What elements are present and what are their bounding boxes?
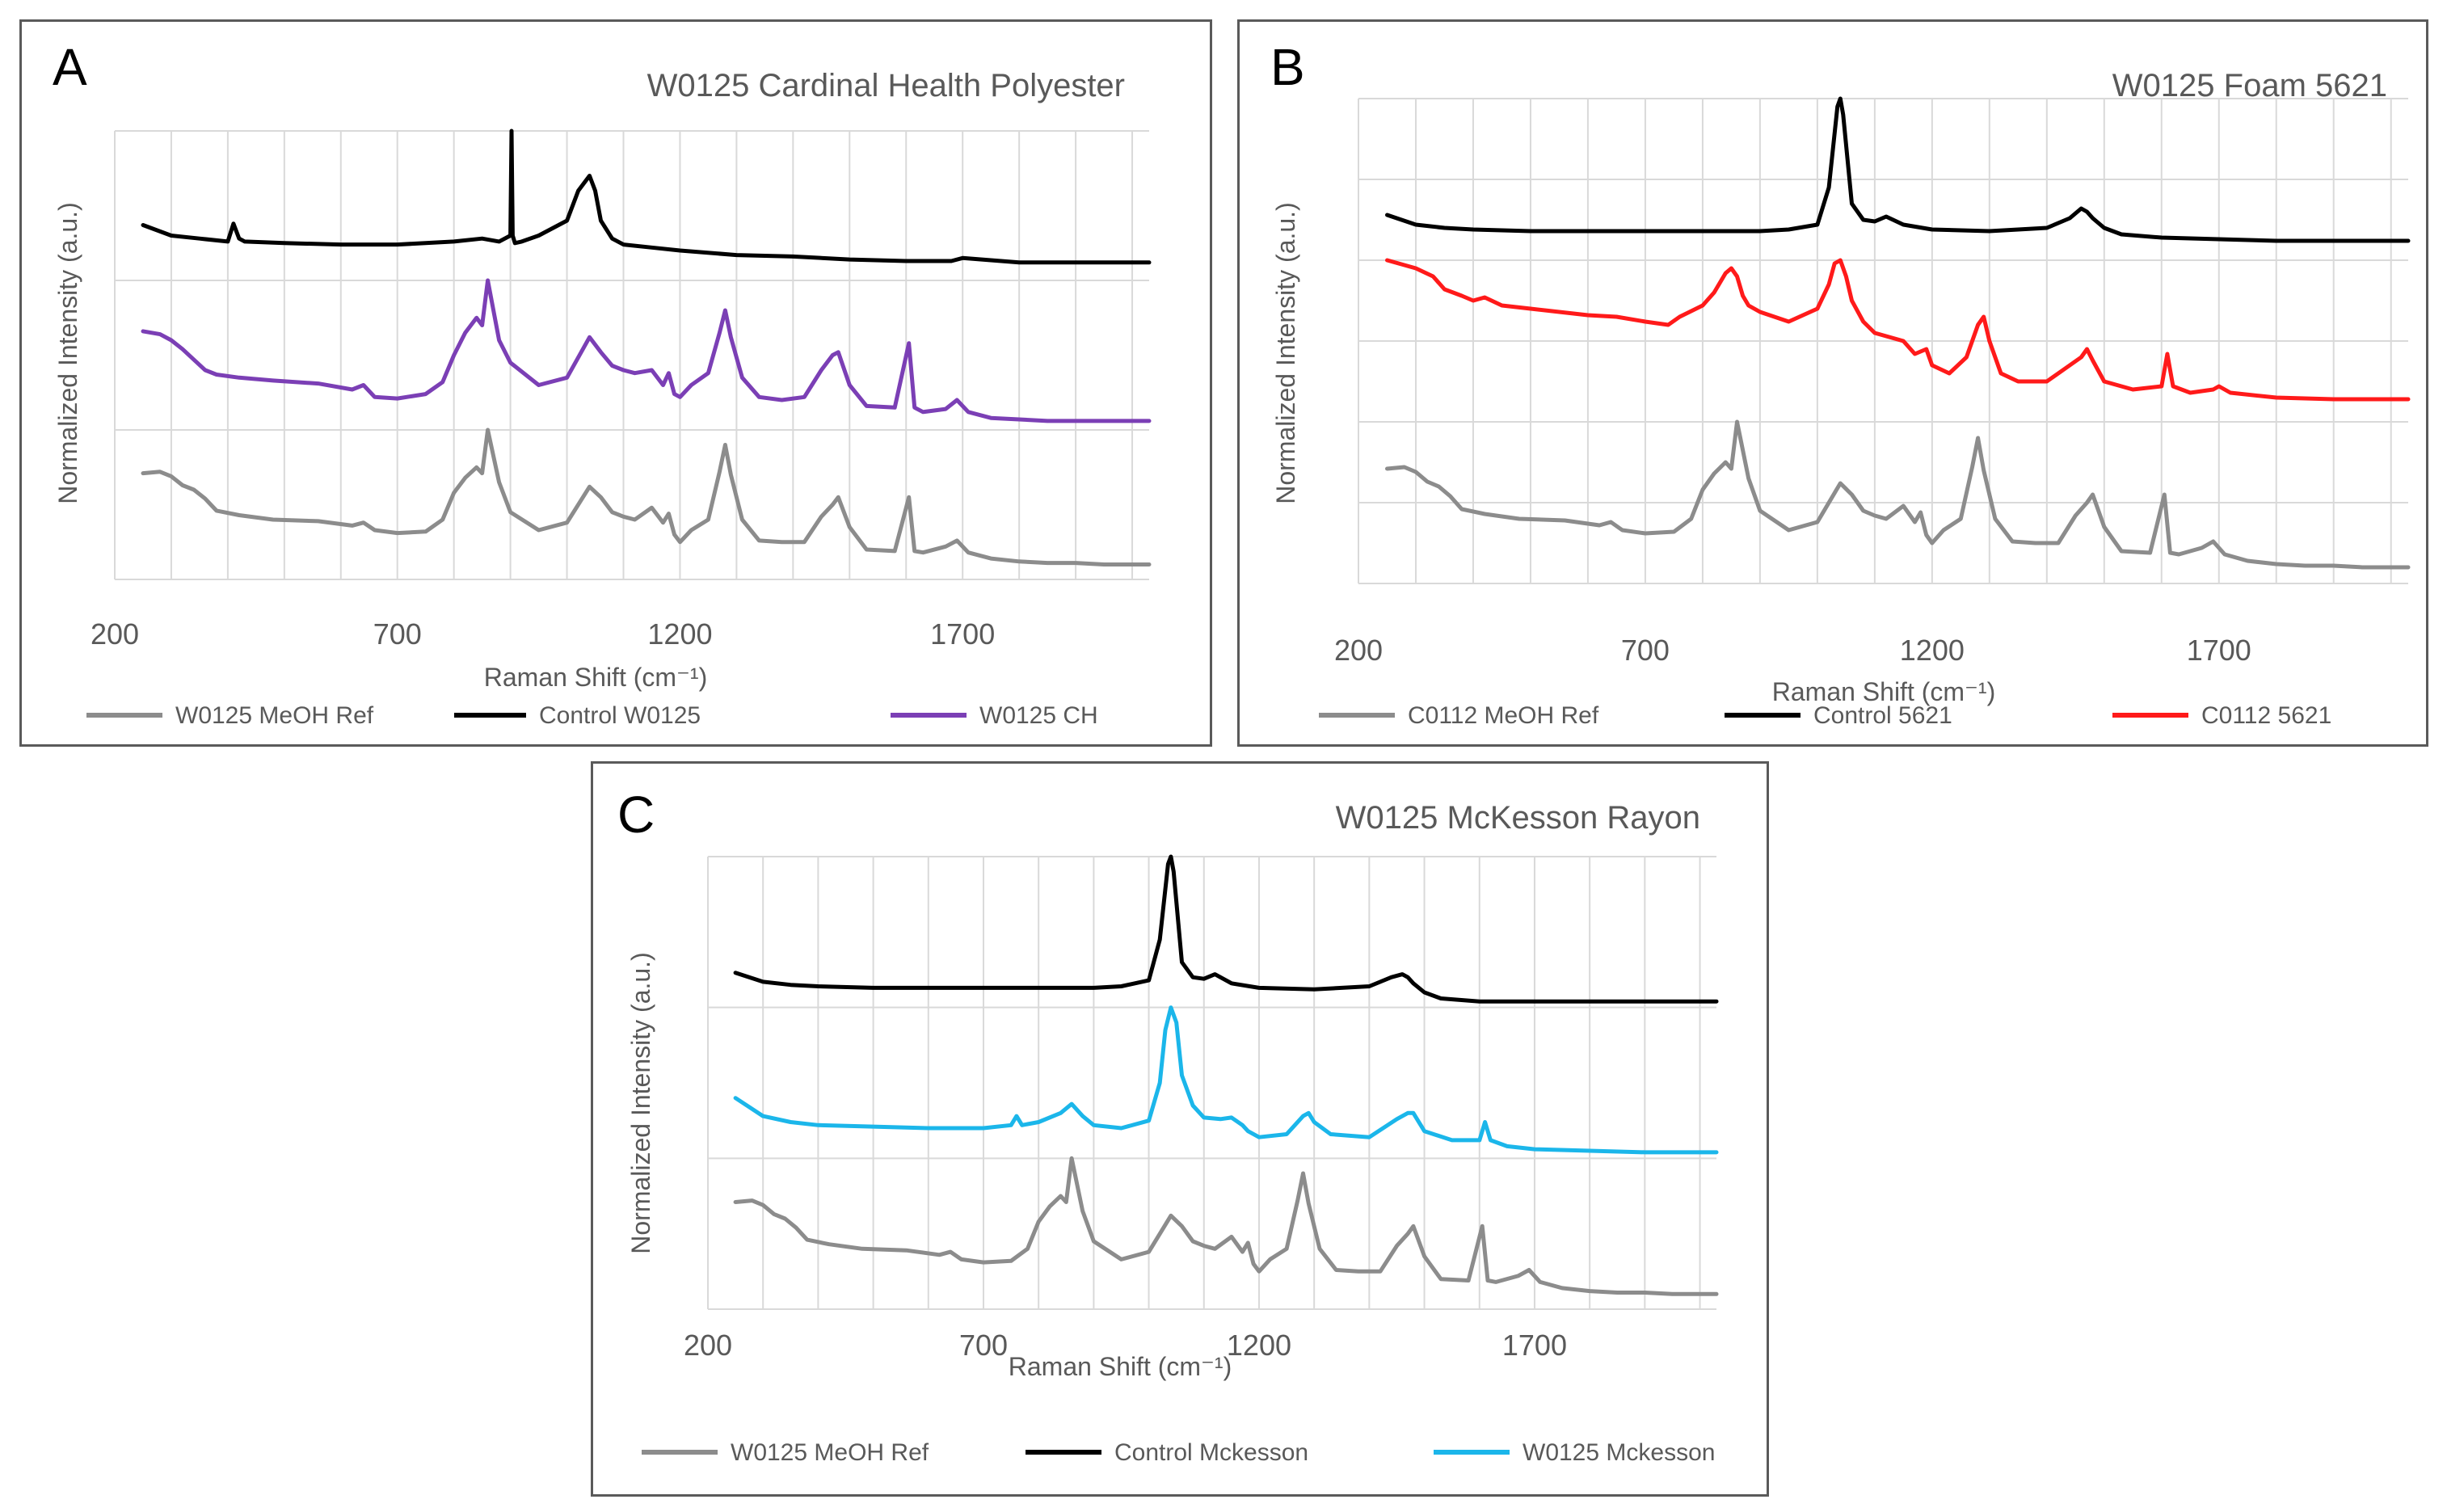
- panel-a-plot: 200 700 1200 1700 A W0125 Cardinal Health Pol…: [53, 38, 1152, 729]
- legend-label: C0112 5621: [2201, 702, 2331, 729]
- panel-c-plot: 200 700 1200 1700 C W0125 McKesson Rayon Norma…: [617, 785, 1719, 1466]
- series-line-1: [141, 427, 1152, 566]
- legend-label: C0112 MeOH Ref: [1408, 702, 1599, 729]
- x-tick-label: 700: [373, 617, 422, 651]
- x-tick-label: 1700: [1502, 1329, 1567, 1362]
- chart-title: W0125 McKesson Rayon: [1336, 800, 1700, 836]
- legend-label: W0125 MeOH Ref: [731, 1439, 929, 1466]
- y-axis-label: Normalized Intensity (a.u.): [626, 952, 655, 1253]
- y-axis-label: Normalized Intensity (a.u.): [53, 202, 82, 503]
- legend-label: W0125 MeOH Ref: [175, 702, 374, 729]
- series-line-3: [1385, 258, 2411, 402]
- panel-b-chart: 200 700 1200 1700 B W0125 Foam 5621 Normalized…: [1237, 19, 2428, 747]
- series-line-3: [733, 1005, 1719, 1155]
- series-line-1: [1385, 419, 2411, 570]
- x-tick-label: 1700: [930, 617, 995, 651]
- panel-letter: A: [53, 38, 87, 96]
- x-axis-label: Raman Shift (cm⁻¹): [1772, 677, 1995, 706]
- series-line-2: [733, 854, 1719, 1004]
- panel-b-plot: 200 700 1200 1700 B W0125 Foam 5621 Normalized…: [1270, 38, 2411, 729]
- x-tick-label: 200: [1334, 634, 1383, 667]
- legend-label: Control 5621: [1813, 702, 1952, 729]
- legend-label: Control Mckesson: [1114, 1439, 1308, 1466]
- chart-title: W0125 Foam 5621: [2112, 68, 2387, 103]
- legend-label: W0125 Mckesson: [1523, 1439, 1715, 1466]
- x-tick-label: 200: [684, 1329, 732, 1362]
- panel-letter: B: [1270, 38, 1305, 96]
- x-axis-label: Raman Shift (cm⁻¹): [484, 663, 707, 692]
- legend-label: W0125 CH: [979, 702, 1098, 729]
- x-axis-label: Raman Shift (cm⁻¹): [1009, 1352, 1232, 1381]
- series-line-1: [733, 1156, 1719, 1296]
- chart-title: W0125 Cardinal Health Polyester: [647, 68, 1125, 103]
- y-axis-label: Normalized Intensity (a.u.): [1271, 202, 1300, 503]
- panel-c-chart: 200 700 1200 1700 C W0125 McKesson Rayon Norma…: [591, 761, 1769, 1497]
- panel-a-chart: 200 700 1200 1700 A W0125 Cardinal Health Pol…: [19, 19, 1212, 747]
- series-line-2: [141, 128, 1152, 265]
- panel-letter: C: [617, 785, 655, 844]
- legend-label: Control W0125: [539, 702, 701, 729]
- x-tick-label: 700: [1621, 634, 1670, 667]
- x-tick-label: 1200: [647, 617, 712, 651]
- x-tick-label: 200: [91, 617, 139, 651]
- x-tick-label: 700: [959, 1329, 1008, 1362]
- x-tick-label: 1700: [2187, 634, 2251, 667]
- x-tick-label: 1200: [1900, 634, 1965, 667]
- series-line-2: [1385, 96, 2411, 243]
- series-line-3: [141, 278, 1152, 423]
- x-tick-label: 1200: [1227, 1329, 1291, 1362]
